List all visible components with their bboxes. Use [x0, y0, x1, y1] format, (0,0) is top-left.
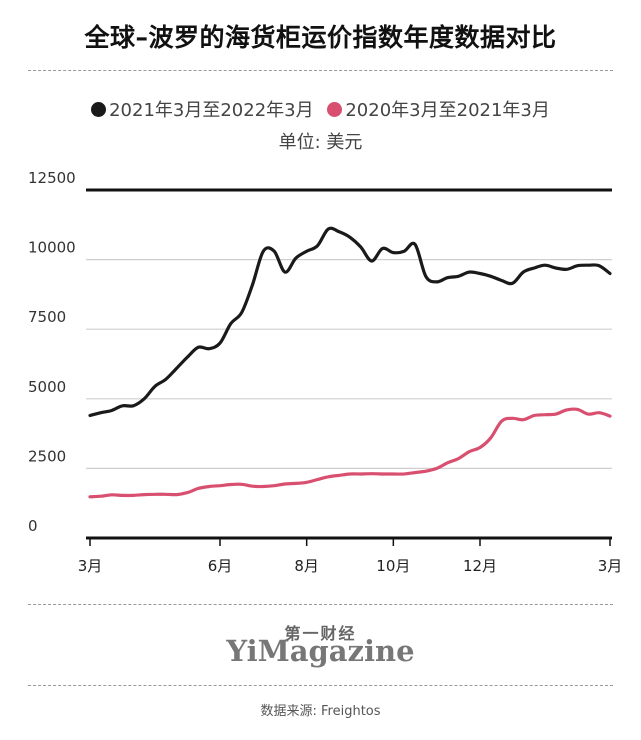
legend-item-2020: 2020年3月至2021年3月	[327, 96, 550, 122]
legend-dot-2020	[327, 102, 343, 117]
data-source: 数据来源: Freightos	[260, 704, 381, 719]
x-tick-label: 8月	[294, 557, 319, 575]
series-line-2020-2021	[88, 407, 612, 499]
x-tick-label: 6月	[208, 557, 233, 575]
y-tick-label: 10000	[28, 239, 76, 257]
brand-logo-text: YiMagazine	[226, 634, 415, 668]
y-tick-label: 0	[28, 517, 38, 535]
x-tick-label: 10月	[376, 557, 410, 575]
legend-label-2020: 2020年3月至2021年3月	[345, 100, 550, 121]
legend-label-2021: 2021年3月至2022年3月	[109, 100, 314, 121]
series-line-2021-2022	[88, 226, 612, 418]
x-tick-label: 3月	[78, 557, 103, 575]
y-tick-label: 12500	[28, 169, 76, 187]
middle-divider	[28, 604, 613, 605]
top-divider	[28, 70, 613, 71]
x-tick-label: 12月	[463, 557, 497, 575]
y-tick-label: 2500	[28, 447, 66, 465]
y-tick-label: 5000	[28, 378, 66, 396]
bottom-divider	[28, 685, 613, 686]
x-tick-label: 3月	[598, 557, 623, 575]
legend-dot-2021	[91, 102, 107, 117]
y-tick-label: 7500	[28, 308, 66, 326]
unit-label: 单位: 美元	[278, 132, 363, 153]
legend: 2021年3月至2022年3月 2020年3月至2021年3月	[0, 96, 641, 122]
chart-title: 全球–波罗的海货柜运价指数年度数据对比	[84, 23, 557, 52]
brand-chinese-name: 第一财经	[284, 624, 357, 643]
legend-item-2021: 2021年3月至2022年3月	[91, 96, 314, 122]
